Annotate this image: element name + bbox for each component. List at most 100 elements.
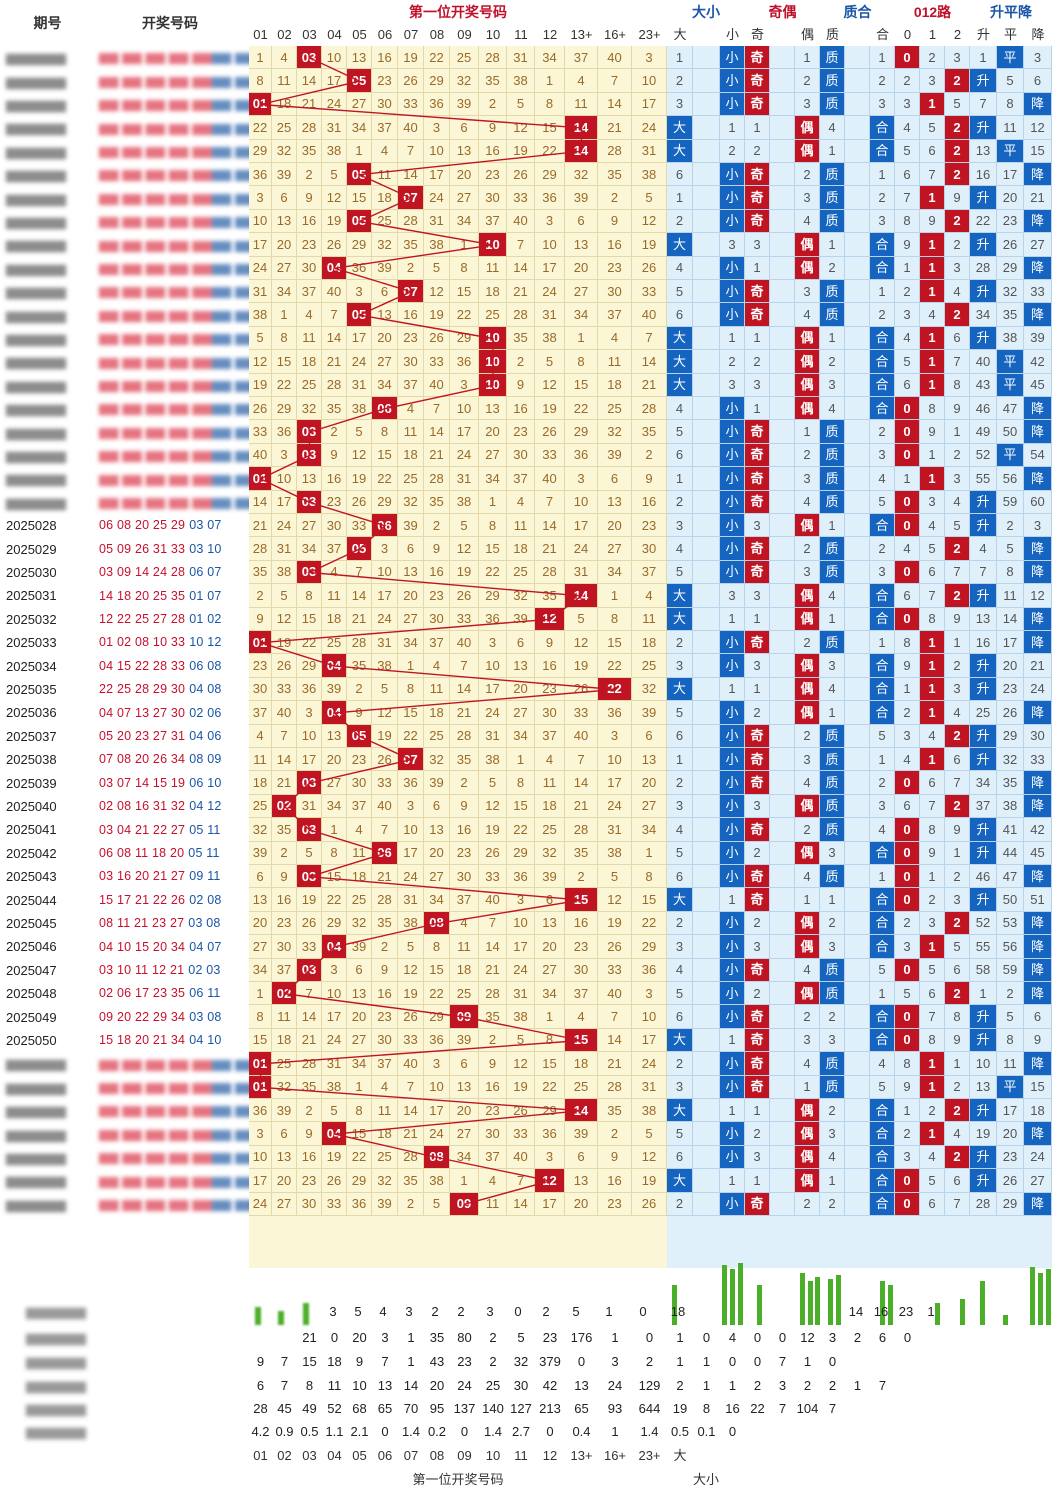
- first-position-hit: 01: [249, 1075, 272, 1099]
- miss-count: 24: [565, 537, 598, 561]
- prime-gap: [845, 69, 870, 93]
- parity-odd-cell: 3: [745, 233, 770, 257]
- miss-count: 21: [272, 771, 297, 795]
- composite-cell: 合: [870, 350, 895, 374]
- miss-count: 24: [479, 701, 507, 725]
- footer-position: 07: [403, 1447, 419, 1463]
- miss-count: 32: [347, 911, 372, 936]
- prime-gap: [845, 560, 870, 585]
- miss-count: 1: [249, 982, 272, 1006]
- size-big-cell: 3: [667, 92, 693, 117]
- numbers-cell-blurred: ▆▆ ▆▆ ▆▆ ▆▆ ▆▆ ▆▆ ▆▆: [99, 120, 255, 135]
- miss-count: 13: [424, 818, 450, 842]
- miss-count: 18: [272, 92, 297, 117]
- stat-bar: [303, 1303, 309, 1325]
- miss-count: 25: [272, 116, 297, 140]
- miss-count: 13: [249, 888, 272, 912]
- parity-even-cell: 偶: [795, 116, 820, 140]
- trend-2-cell: 6: [1024, 1005, 1052, 1029]
- miss-count: 23: [479, 1099, 507, 1123]
- trend-2-cell: 降: [1024, 92, 1052, 117]
- period-cell: 2025030: [6, 564, 57, 580]
- miss-count: 20: [347, 1005, 372, 1029]
- trend-0-cell: 升: [970, 186, 997, 210]
- size-small-cell: 小: [720, 537, 745, 561]
- miss-count: 14: [507, 1192, 535, 1216]
- miss-count: 3: [347, 280, 372, 304]
- miss-count: 22: [398, 724, 424, 748]
- miss-count: 22: [632, 911, 667, 936]
- size-small-cell: 小: [720, 397, 745, 421]
- position-col-header: 09: [457, 27, 472, 42]
- size-small-cell: 1: [720, 1028, 745, 1053]
- trend-0-cell: 52: [970, 911, 997, 936]
- miss-count: 31: [297, 794, 322, 819]
- parity-gap: [770, 818, 795, 842]
- miss-count: 12: [632, 1145, 667, 1170]
- parity-odd-cell: 2: [745, 982, 770, 1006]
- miss-count: 10: [249, 209, 272, 234]
- miss-count: 3: [450, 373, 479, 397]
- miss-count: 2: [398, 1192, 424, 1216]
- miss-count: 38: [632, 163, 667, 187]
- miss-count: 21: [322, 350, 347, 374]
- parity-odd-cell: 奇: [745, 490, 770, 514]
- trend-2-cell: 30: [1024, 724, 1052, 748]
- size-gap: [693, 537, 720, 561]
- prime-cell: 2: [820, 1099, 845, 1123]
- road-col-header: 2: [953, 27, 962, 42]
- parity-even-cell: 2: [795, 443, 820, 468]
- stat-value: 18: [327, 1353, 342, 1369]
- miss-count: 30: [347, 771, 372, 795]
- parity-even-cell: 偶: [795, 1145, 820, 1170]
- position-col-header: 08: [429, 27, 445, 42]
- parity-odd-cell: 1: [745, 116, 770, 140]
- red-balls: 07 08 20 26 34: [99, 752, 186, 767]
- miss-count: 36: [272, 420, 297, 444]
- road-1-cell: 1: [920, 326, 945, 351]
- stat-value: 3: [329, 1303, 337, 1319]
- size-big-cell: 4: [667, 958, 693, 982]
- parity-gap: [770, 1005, 795, 1029]
- miss-count: 2: [322, 420, 347, 444]
- trend-2-cell: 降: [1024, 163, 1052, 187]
- road-2-cell: 2: [945, 139, 970, 163]
- miss-count: 14: [398, 1099, 424, 1123]
- miss-count: 34: [598, 560, 632, 585]
- period-cell: 2025040: [6, 798, 57, 814]
- numbers-cell: 04 07 13 27 30 02 06: [95, 701, 245, 724]
- trend-2-cell: 降: [1024, 935, 1052, 959]
- trend-1-cell: 2: [997, 514, 1024, 538]
- numbers-cell: 03 04 21 22 27 05 11: [95, 818, 245, 841]
- miss-count: 32: [297, 397, 322, 421]
- blue-balls: 06 11: [189, 986, 221, 1001]
- parity-gap: [770, 186, 795, 210]
- composite-cell: 3: [870, 92, 895, 117]
- composite-cell: 5: [870, 958, 895, 982]
- miss-count: 12: [398, 958, 424, 982]
- stat-value: 1.1: [325, 1423, 344, 1439]
- parity-gap: [770, 911, 795, 936]
- footer-position: 09: [457, 1447, 472, 1463]
- trend-1-cell: 5: [997, 1005, 1024, 1029]
- numbers-cell: 07 08 20 26 34 08 09: [95, 748, 245, 771]
- miss-count: 21: [347, 607, 372, 631]
- road-2-cell: 2: [945, 1145, 970, 1170]
- miss-count: 28: [632, 397, 667, 421]
- miss-count: 13: [632, 748, 667, 772]
- parity-odd-cell: 奇: [745, 771, 770, 795]
- composite-cell: 4: [870, 818, 895, 842]
- miss-count: 6: [565, 209, 598, 234]
- road-2-cell: 2: [945, 654, 970, 678]
- stat-value: [745, 1300, 767, 1322]
- composite-cell: 合: [870, 701, 895, 725]
- parity-odd-cell: 奇: [745, 163, 770, 187]
- stat-value: [249, 1326, 272, 1348]
- miss-count: 26: [598, 935, 632, 959]
- parity-even-cell: 2: [795, 1192, 820, 1216]
- composite-cell: 合: [870, 1192, 895, 1216]
- miss-count: 3: [632, 982, 667, 1006]
- parity-odd-cell: 奇: [745, 1192, 770, 1216]
- miss-count: 18: [479, 280, 507, 304]
- miss-count: 34: [632, 818, 667, 842]
